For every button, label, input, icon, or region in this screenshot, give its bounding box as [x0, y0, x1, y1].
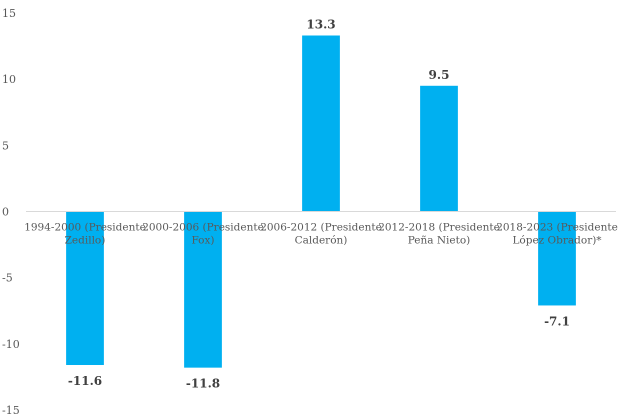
data-label: 9.5: [429, 68, 450, 82]
category-label: 1994-2000 (Presidente: [24, 222, 146, 234]
y-tick-label: -10: [2, 338, 20, 351]
y-tick-label: 5: [2, 139, 9, 152]
bar: [66, 211, 104, 366]
y-tick-label: 15: [2, 7, 16, 20]
category-label: Zedillo): [65, 235, 106, 247]
category-label: 2012-2018 (Presidente: [378, 222, 500, 234]
y-tick-label: -5: [2, 272, 13, 285]
category-label: 2018-2023 (Presidente: [496, 222, 618, 234]
category-label: López Obrador)*: [512, 235, 602, 247]
bar: [538, 211, 576, 306]
category-label: Peña Nieto): [408, 235, 471, 247]
category-label: 2000-2006 (Presidente: [142, 222, 264, 234]
y-axis-ticks: -15 -10 -5 0 5 10 15: [2, 7, 20, 417]
bar: [184, 211, 222, 368]
category-label: Fox): [191, 235, 214, 247]
bar: [420, 85, 458, 212]
data-label: 13.3: [306, 17, 335, 31]
category-label: 2006-2012 (Presidente: [260, 222, 382, 234]
y-tick-label: 0: [2, 206, 9, 219]
data-labels: -11.6 -11.8 13.3 9.5 -7.1: [68, 17, 570, 390]
bars: [66, 35, 576, 368]
y-tick-label: 10: [2, 73, 16, 86]
y-tick-label: -15: [2, 404, 20, 417]
data-label: -7.1: [544, 314, 570, 328]
data-label: -11.6: [68, 374, 102, 388]
data-label: -11.8: [186, 377, 220, 391]
bar: [302, 35, 340, 212]
category-label: Calderón): [295, 235, 348, 247]
